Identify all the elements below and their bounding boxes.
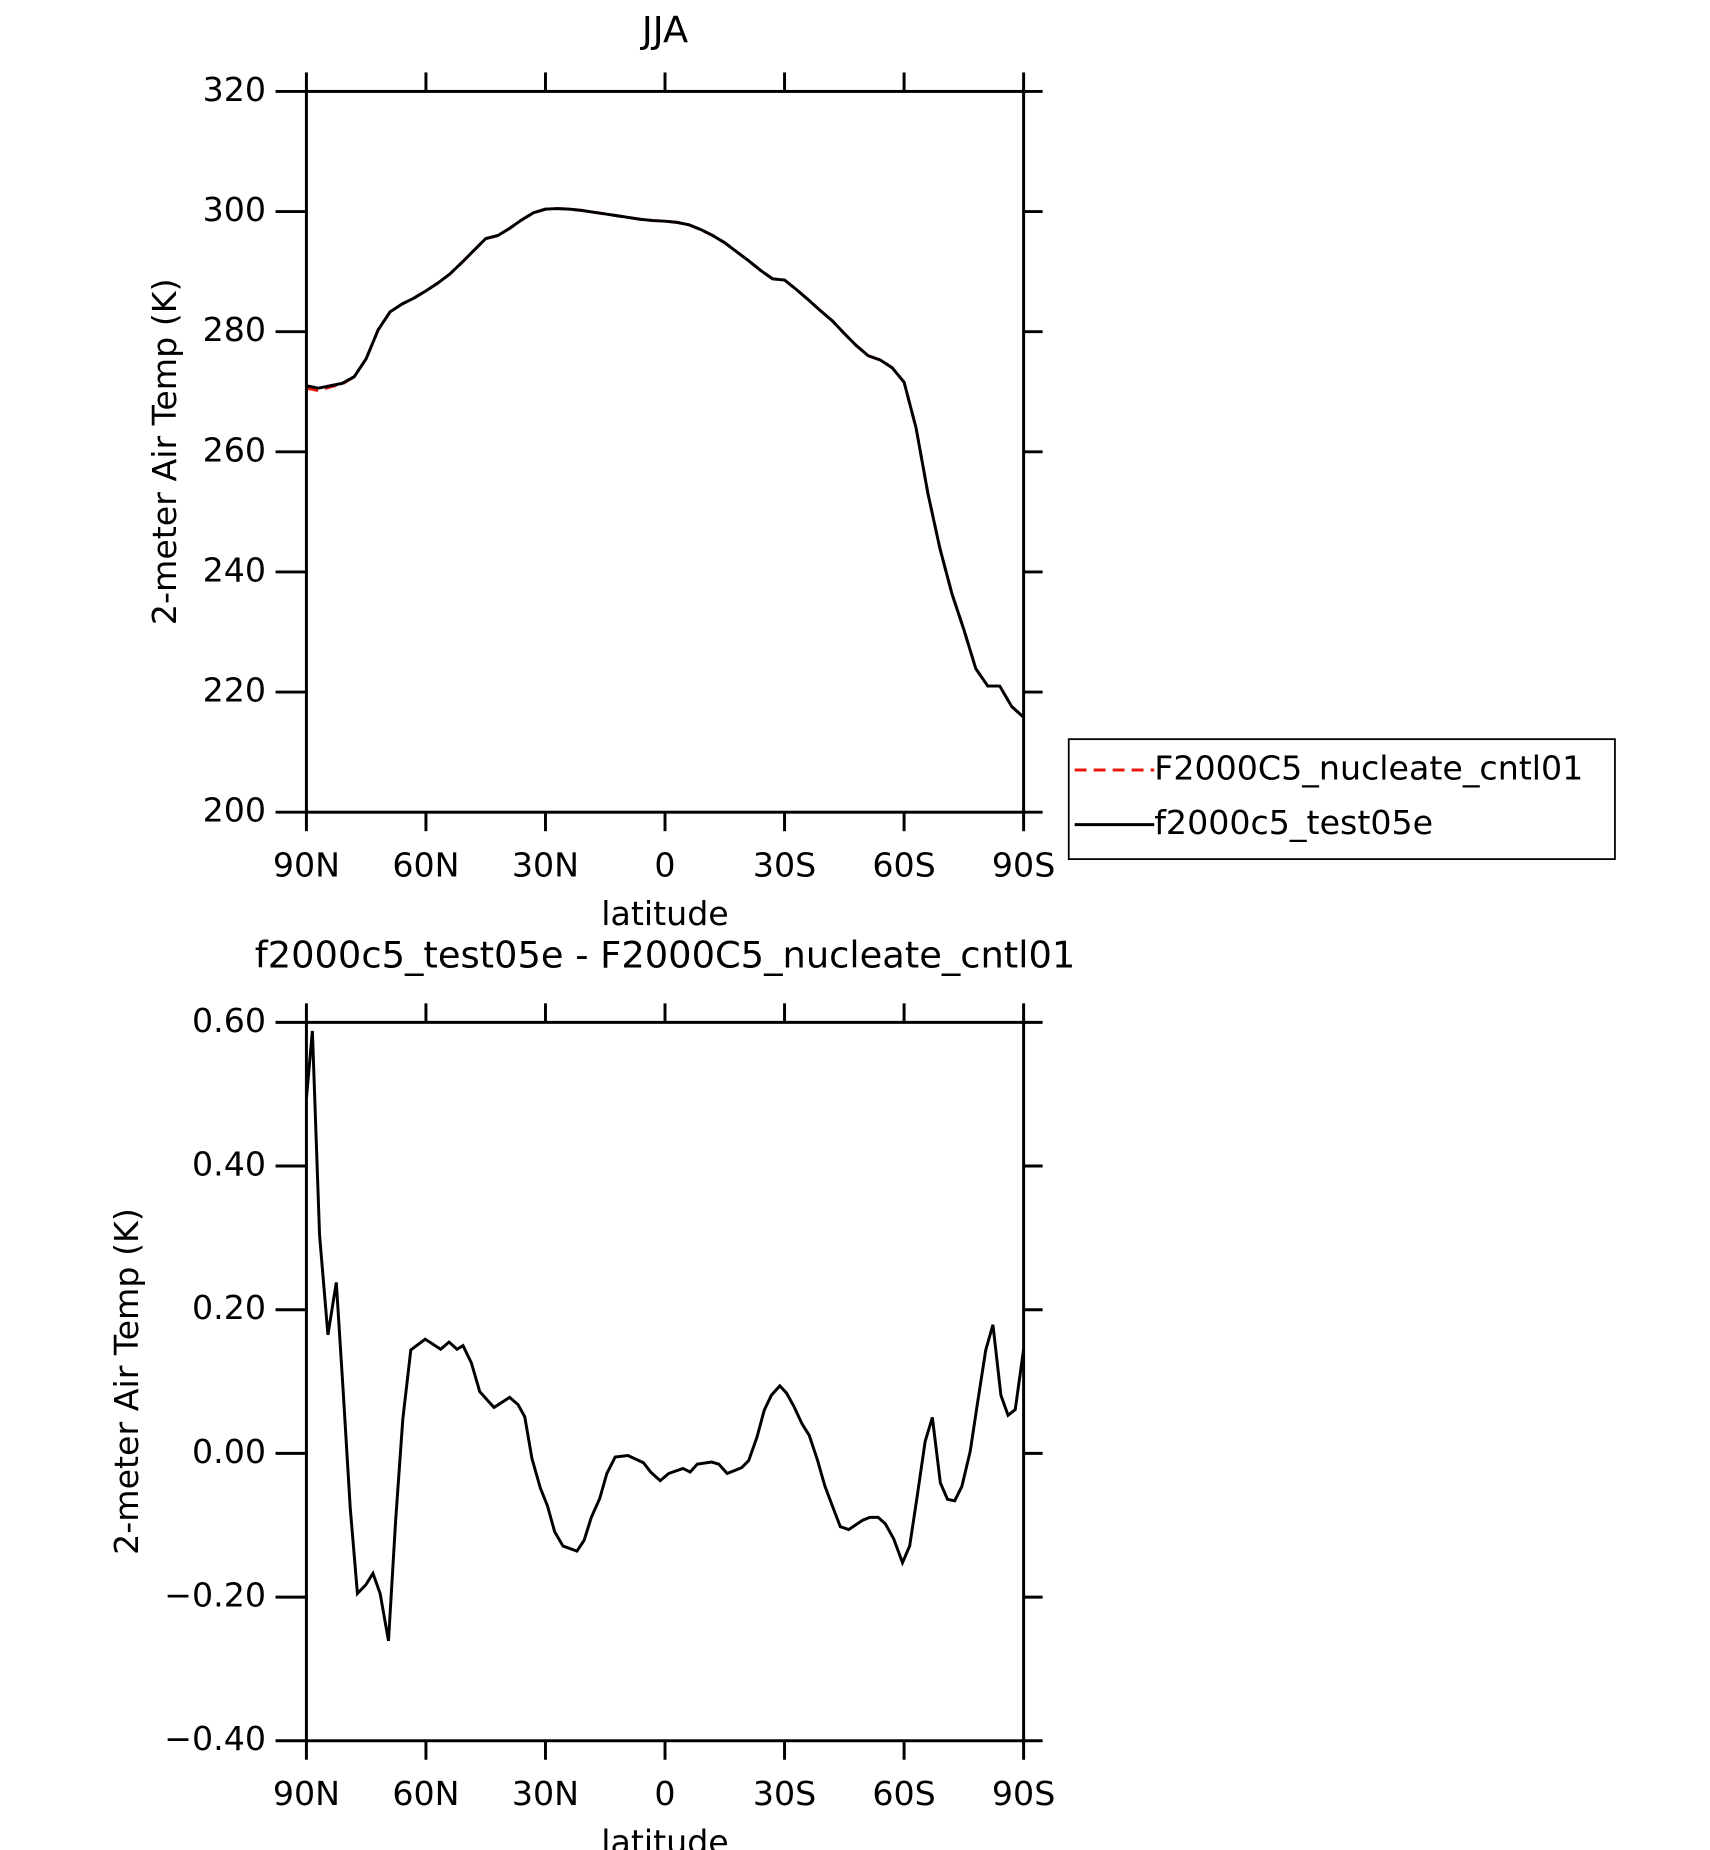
y-axis-label: 2-meter Air Temp (K)	[145, 278, 184, 625]
y-tick-label: 0.60	[192, 1001, 266, 1040]
y-tick-label: 320	[203, 70, 266, 109]
y-tick-label: 0.00	[192, 1432, 266, 1471]
y-tick-label: 220	[203, 671, 266, 710]
x-tick-label: 60N	[392, 845, 459, 884]
legend-label: f2000c5_test05e	[1154, 803, 1433, 842]
x-tick-label: 60N	[392, 1774, 459, 1813]
x-tick-label: 30N	[512, 845, 579, 884]
y-tick-label: 0.20	[192, 1288, 266, 1327]
y-tick-label: −0.20	[164, 1576, 266, 1615]
x-tick-label: 90N	[273, 845, 340, 884]
x-tick-label: 60S	[872, 1774, 935, 1813]
x-tick-label: 0	[654, 1774, 675, 1813]
legend-box	[1067, 738, 1616, 860]
series-line	[306, 207, 1025, 719]
legend-label: F2000C5_nucleate_cntl01	[1154, 749, 1583, 788]
x-tick-label: 0	[654, 845, 675, 884]
y-tick-label: 240	[203, 550, 266, 589]
y-tick-label: −0.40	[164, 1719, 266, 1758]
y-axis-label: 2-meter Air Temp (K)	[107, 1208, 146, 1555]
x-tick-label: 90S	[992, 845, 1055, 884]
plot-frame	[304, 89, 1026, 814]
y-tick-label: 260	[203, 430, 266, 469]
x-tick-label: 30S	[753, 845, 816, 884]
x-tick-label: 60S	[872, 845, 935, 884]
x-tick-label: 30S	[753, 1774, 816, 1813]
y-tick-label: 280	[203, 310, 266, 349]
chart-title: f2000c5_test05e - F2000C5_nucleate_cntl0…	[255, 934, 1076, 977]
x-axis-label: latitude	[601, 894, 729, 933]
y-tick-label: 300	[203, 190, 266, 229]
series-line	[304, 1030, 1026, 1642]
x-tick-label: 90S	[992, 1774, 1055, 1813]
plot-frame	[304, 1020, 1026, 1743]
x-tick-label: 30N	[512, 1774, 579, 1813]
chart-title: JJA	[640, 9, 688, 52]
series-line	[306, 207, 1025, 719]
y-tick-label: 200	[203, 791, 266, 830]
x-axis-label: latitude	[601, 1823, 729, 1850]
y-tick-label: 0.40	[192, 1145, 266, 1184]
x-tick-label: 90N	[273, 1774, 340, 1813]
